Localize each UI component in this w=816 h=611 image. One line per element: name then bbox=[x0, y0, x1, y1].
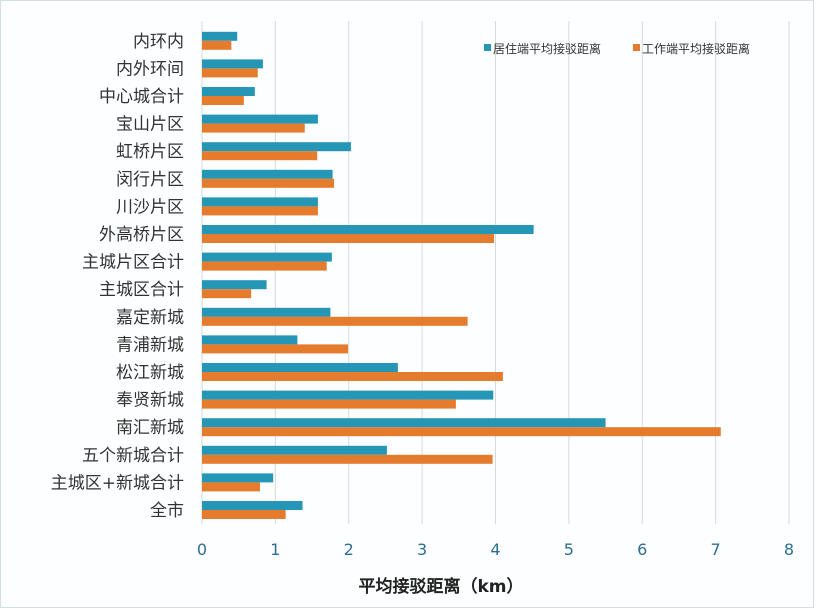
x-tick-label-1: 1 bbox=[270, 540, 280, 559]
legend-label-residence: 居住端平均接驳距离 bbox=[493, 41, 601, 56]
bar-work-15 bbox=[202, 454, 493, 464]
gridlines bbox=[201, 21, 790, 524]
category-label-0: 内环内 bbox=[133, 32, 184, 52]
category-label-13: 奉贤新城 bbox=[116, 391, 184, 411]
bar-residence-12 bbox=[202, 363, 398, 372]
bar-residence-8 bbox=[202, 252, 332, 262]
category-label-16: 主城区+新城合计 bbox=[51, 473, 184, 493]
x-tick-label-6: 6 bbox=[637, 540, 647, 559]
bar-residence-11 bbox=[202, 335, 298, 345]
legend-label-work: 工作端平均接驳距离 bbox=[642, 41, 750, 56]
legend-swatch-work bbox=[633, 44, 640, 51]
bar-work-5 bbox=[202, 178, 335, 188]
bar-work-2 bbox=[202, 96, 244, 105]
x-tick-label-0: 0 bbox=[197, 540, 207, 559]
bar-residence-15 bbox=[202, 445, 387, 455]
bar-residence-16 bbox=[202, 473, 274, 483]
bar-residence-7 bbox=[202, 225, 534, 234]
bar-work-7 bbox=[202, 234, 495, 243]
bars bbox=[202, 31, 721, 519]
category-label-14: 南汇新城 bbox=[116, 418, 184, 438]
x-tick-label-7: 7 bbox=[711, 540, 721, 559]
bar-work-13 bbox=[202, 399, 456, 409]
x-axis-title: 平均接驳距离（km） bbox=[358, 576, 523, 597]
category-label-5: 闵行片区 bbox=[116, 170, 184, 190]
category-label-1: 内外环间 bbox=[116, 59, 184, 79]
bar-residence-6 bbox=[202, 197, 318, 207]
bar-work-6 bbox=[202, 206, 318, 216]
x-tick-label-3: 3 bbox=[417, 540, 427, 559]
category-label-2: 中心城合计 bbox=[99, 87, 184, 107]
category-label-3: 宝山片区 bbox=[116, 115, 184, 135]
legend-swatch-residence bbox=[484, 44, 491, 51]
category-labels: 内环内内外环间中心城合计宝山片区虹桥片区闵行片区川沙片区外高桥片区主城片区合计主… bbox=[51, 32, 184, 521]
legend: 居住端平均接驳距离 工作端平均接驳距离 bbox=[484, 41, 750, 56]
category-label-15: 五个新城合计 bbox=[82, 446, 184, 466]
bar-work-3 bbox=[202, 123, 305, 133]
bar-work-8 bbox=[202, 261, 327, 271]
bar-residence-17 bbox=[202, 501, 303, 510]
x-tick-label-2: 2 bbox=[344, 540, 354, 559]
bar-residence-13 bbox=[202, 390, 494, 400]
bar-residence-1 bbox=[202, 59, 263, 69]
category-label-10: 嘉定新城 bbox=[116, 308, 184, 328]
x-tick-label-4: 4 bbox=[490, 540, 500, 559]
category-label-8: 主城片区合计 bbox=[82, 253, 184, 273]
category-label-9: 主城区合计 bbox=[99, 280, 184, 300]
x-tick-labels: 0 1 2 3 4 5 6 7 8 bbox=[197, 540, 794, 559]
bar-work-9 bbox=[202, 289, 252, 299]
bar-work-17 bbox=[202, 510, 286, 519]
category-label-17: 全市 bbox=[150, 501, 184, 521]
bar-residence-3 bbox=[202, 114, 318, 124]
bar-residence-10 bbox=[202, 307, 331, 317]
bar-work-11 bbox=[202, 344, 349, 354]
x-tick-label-8: 8 bbox=[784, 540, 794, 559]
bar-work-0 bbox=[202, 40, 232, 50]
category-label-6: 川沙片区 bbox=[116, 197, 184, 217]
x-tick-label-5: 5 bbox=[564, 540, 574, 559]
bar-work-1 bbox=[202, 68, 258, 78]
bar-residence-14 bbox=[202, 418, 606, 428]
bar-work-16 bbox=[202, 482, 260, 492]
category-label-7: 外高桥片区 bbox=[99, 225, 184, 245]
bar-residence-0 bbox=[202, 31, 238, 41]
bar-residence-2 bbox=[202, 87, 255, 96]
bar-residence-9 bbox=[202, 280, 267, 290]
bar-work-10 bbox=[202, 316, 468, 326]
category-label-11: 青浦新城 bbox=[116, 335, 184, 355]
bar-residence-4 bbox=[202, 142, 351, 152]
bar-work-4 bbox=[202, 151, 318, 161]
bar-work-12 bbox=[202, 372, 503, 381]
bar-residence-5 bbox=[202, 169, 333, 179]
category-label-12: 松江新城 bbox=[116, 363, 184, 383]
category-label-4: 虹桥片区 bbox=[116, 142, 184, 162]
bar-work-14 bbox=[202, 427, 721, 437]
